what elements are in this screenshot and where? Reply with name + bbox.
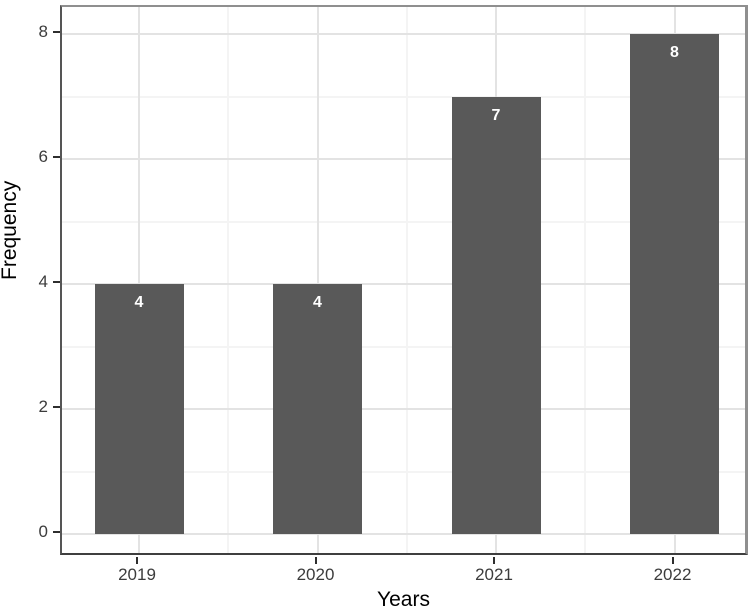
gridline-minor-vertical <box>405 7 408 553</box>
gridline-minor-vertical <box>584 7 587 553</box>
gridline-major-vertical <box>138 7 140 553</box>
gridline-minor-horizontal <box>62 470 745 473</box>
y-axis-tick-label: 0 <box>38 522 48 541</box>
gridline-minor-vertical <box>227 7 230 553</box>
y-axis-tick-mark <box>53 31 60 33</box>
x-axis-tick-label: 2019 <box>118 565 156 584</box>
bar <box>273 284 362 534</box>
x-axis-tick-mark <box>136 557 138 564</box>
bar-value-label: 8 <box>670 44 679 61</box>
x-axis-tick-mark <box>314 557 317 564</box>
gridline-major-horizontal <box>62 408 745 410</box>
x-axis-tick-mark <box>671 557 674 564</box>
y-axis-tick-label: 4 <box>38 272 48 291</box>
x-axis-tick-label: 2020 <box>296 565 335 584</box>
y-axis-tick-mark <box>53 281 60 283</box>
bar <box>630 34 719 534</box>
x-axis-title: Years <box>377 588 430 611</box>
y-axis-tick-label: 2 <box>38 397 48 416</box>
y-axis-tick-label: 6 <box>38 147 48 166</box>
gridline-major-horizontal <box>62 158 745 160</box>
y-axis-tick-label: 8 <box>38 22 48 41</box>
x-axis-tick-label: 2022 <box>653 565 692 584</box>
plot-panel: 4 4 7 8 <box>60 5 748 555</box>
gridline-major-horizontal <box>62 33 745 35</box>
gridline-major-horizontal <box>62 283 745 285</box>
gridline-major-vertical <box>316 7 319 553</box>
gridline-minor-horizontal <box>62 95 745 98</box>
gridline-major-horizontal <box>62 533 745 535</box>
gridline-minor-horizontal <box>62 220 745 223</box>
bar-value-label: 4 <box>134 294 144 311</box>
x-axis-tick-mark <box>493 557 495 564</box>
y-axis-tick-mark <box>53 531 60 533</box>
bar-value-label: 7 <box>491 106 501 124</box>
y-axis-tick-mark <box>53 406 60 408</box>
y-axis-tick-mark <box>53 156 60 158</box>
bar <box>451 96 541 534</box>
bar <box>94 284 184 534</box>
y-axis-title: Frequency <box>0 180 21 280</box>
x-axis-tick-label: 2021 <box>475 565 513 584</box>
gridline-minor-horizontal <box>62 345 745 348</box>
bar-value-label: 4 <box>313 294 322 311</box>
